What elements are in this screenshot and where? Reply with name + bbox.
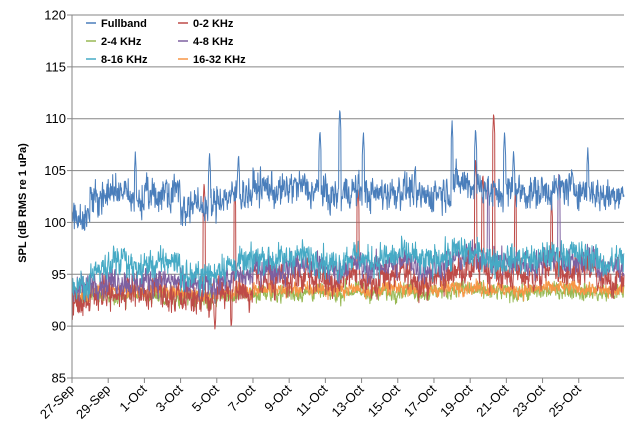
series-line-8-16-khz — [71, 235, 625, 303]
y-tick-label: 115 — [45, 59, 66, 74]
x-tick-label: 11-Oct — [293, 381, 331, 419]
axes — [67, 14, 624, 383]
x-tick-label: 29-Sep — [73, 382, 113, 422]
x-tick-label: 19-Oct — [437, 381, 475, 419]
x-tick-label: 7-Oct — [225, 381, 258, 414]
y-tick-label: 85 — [52, 371, 66, 386]
x-tick-label: 15-Oct — [365, 381, 403, 419]
legend-label: 0-2 KHz — [193, 18, 234, 30]
y-tick-label: 90 — [52, 319, 66, 334]
legend-label: 16-32 KHz — [193, 54, 246, 66]
y-tick-label: 120 — [44, 8, 66, 23]
x-tick-label: 9-Oct — [261, 381, 294, 414]
y-tick-label: 95 — [52, 267, 66, 282]
x-tick-label: 25-Oct — [546, 381, 584, 419]
x-tick-label: 1-Oct — [116, 381, 149, 414]
series-line-fullband — [71, 110, 625, 231]
x-tick-label: 3-Oct — [153, 381, 186, 414]
x-tick-label: 27-Sep — [37, 382, 77, 422]
y-axis-title: SPL (dB RMS re 1 uPa) — [17, 143, 29, 263]
x-tick-label: 21-Oct — [473, 381, 511, 419]
series-line-16-32-khz — [71, 276, 625, 305]
grid — [72, 14, 624, 327]
legend-label: 2-4 KHz — [101, 36, 142, 48]
y-tick-label: 105 — [44, 163, 66, 178]
x-tick-label: 13-Oct — [329, 381, 367, 419]
y-tick-label: 110 — [45, 111, 66, 126]
x-tick-label: 17-Oct — [401, 381, 439, 419]
legend-label: 8-16 KHz — [101, 54, 148, 66]
x-tick-label: 23-Oct — [509, 381, 547, 419]
legend: Fullband 0-2 KHz 2-4 KHz 4-8 KHz 8-16 KHz 16-… — [86, 18, 246, 66]
x-tick-label: 5-Oct — [189, 381, 222, 414]
legend-label: 4-8 KHz — [193, 36, 234, 48]
series-layer — [71, 110, 625, 330]
legend-label: Fullband — [101, 18, 147, 30]
y-tick-label: 100 — [44, 215, 66, 230]
y-tick-labels: 85 90 95 100 105 110 115 120 — [44, 8, 66, 386]
